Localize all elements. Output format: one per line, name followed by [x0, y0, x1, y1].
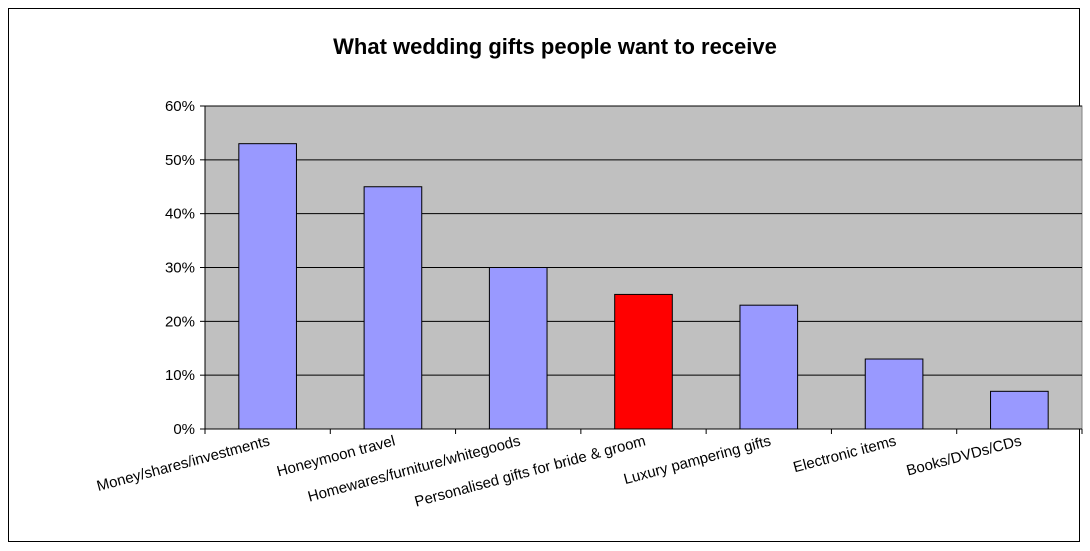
x-axis-ticks: Money/shares/investments Honeymoon travel…: [95, 429, 1083, 511]
x-tick-label: Books/DVDs/CDs: [905, 432, 1024, 479]
y-tick-label: 20%: [165, 313, 195, 330]
y-tick-label: 40%: [165, 206, 195, 223]
x-tick-label: Money/shares/investments: [95, 432, 272, 495]
bar: [739, 304, 799, 430]
y-tick-label: 30%: [165, 260, 195, 277]
x-tick-label: Electronic items: [791, 432, 898, 476]
chart-title: What wedding gifts people want to receiv…: [333, 34, 777, 59]
bar: [864, 358, 924, 430]
y-tick-label: 0%: [173, 421, 195, 438]
bar: [488, 267, 548, 430]
bar: [990, 390, 1049, 430]
y-tick-label: 60%: [165, 98, 195, 115]
bar: [238, 143, 297, 430]
y-tick-label: 50%: [165, 152, 195, 169]
y-axis-ticks: 0% 10% 20% 30% 40% 50% 60%: [165, 98, 205, 438]
y-tick-label: 10%: [165, 367, 195, 384]
bar: [614, 293, 673, 430]
bar: [363, 186, 423, 430]
x-tick-label: Personalised gifts for bride & groom: [413, 432, 648, 510]
bars: [238, 143, 1049, 430]
